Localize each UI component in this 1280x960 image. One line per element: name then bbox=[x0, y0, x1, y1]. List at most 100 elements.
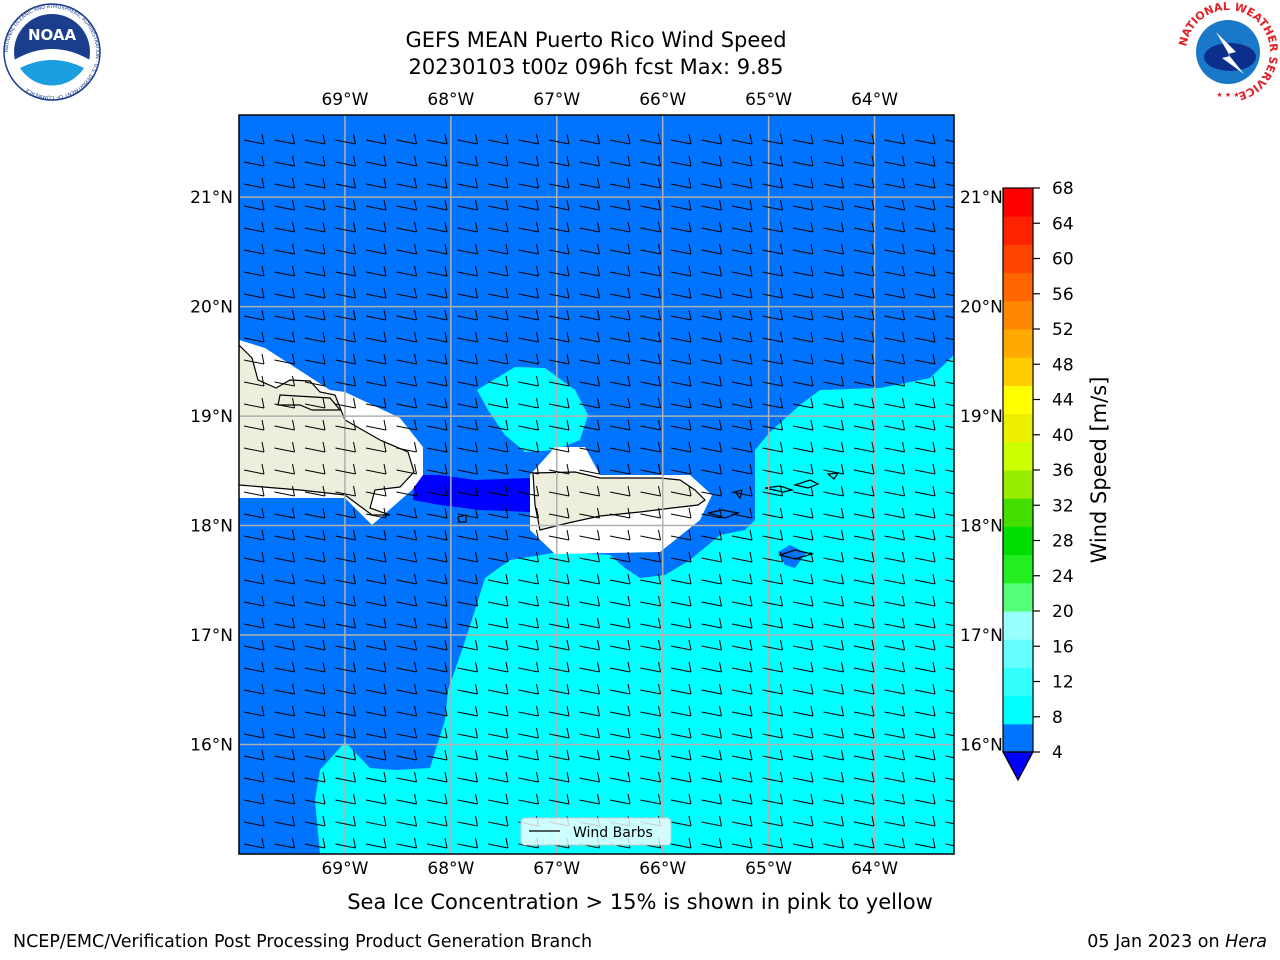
wind-barb bbox=[731, 265, 753, 277]
wind-barb bbox=[762, 727, 783, 739]
wind-barb bbox=[457, 551, 478, 563]
wind-barb bbox=[548, 133, 570, 145]
wind-barb bbox=[304, 551, 326, 563]
wind-barb bbox=[457, 441, 478, 453]
wind-barb bbox=[823, 771, 844, 783]
wind-barb bbox=[853, 353, 875, 365]
wind-barb bbox=[548, 419, 570, 431]
wind-barb bbox=[792, 573, 814, 585]
wind-barb bbox=[304, 397, 326, 409]
colorbar-segment bbox=[1003, 470, 1033, 499]
wind-barb bbox=[853, 573, 875, 585]
wind-barb bbox=[731, 199, 753, 211]
wind-barb bbox=[426, 573, 448, 585]
wind-barb bbox=[487, 243, 509, 255]
wind-barb bbox=[457, 243, 478, 255]
wind-barb bbox=[823, 353, 844, 365]
wind-barb bbox=[731, 353, 753, 365]
wind-barb bbox=[670, 133, 692, 145]
wind-barb bbox=[731, 815, 753, 827]
wind-barb bbox=[365, 177, 387, 189]
wind-barb bbox=[365, 199, 387, 211]
wind-barb bbox=[914, 375, 936, 387]
wind-barb bbox=[243, 705, 265, 717]
wind-barb bbox=[518, 749, 539, 761]
wind-barb bbox=[365, 133, 387, 145]
wind-barb bbox=[670, 353, 692, 365]
wind-barb bbox=[548, 375, 570, 387]
wind-barb bbox=[396, 243, 417, 255]
wind-barb bbox=[365, 331, 387, 343]
wind-barb bbox=[487, 683, 509, 695]
lon-label-top: 64°W bbox=[851, 90, 898, 110]
wind-barb bbox=[914, 463, 936, 475]
wind-barb bbox=[518, 309, 539, 321]
lon-label-bottom: 68°W bbox=[427, 859, 474, 879]
wind-barb bbox=[670, 551, 692, 563]
wind-barb bbox=[945, 535, 954, 539]
wind-barb bbox=[579, 419, 600, 431]
wind-barb bbox=[426, 551, 448, 563]
wind-barb bbox=[518, 221, 539, 233]
chart-subtitle-run: 20230103 t00z 096h fcst Max: 9.85 bbox=[408, 55, 784, 79]
wind-barb bbox=[274, 837, 295, 849]
wind-barb bbox=[457, 155, 478, 167]
wind-barb bbox=[609, 617, 631, 629]
wind-barb bbox=[487, 727, 509, 739]
wind-barb bbox=[914, 441, 936, 453]
wind-barb bbox=[670, 793, 692, 805]
wind-barb bbox=[640, 243, 661, 255]
wind-barb bbox=[518, 551, 539, 563]
wind-barb bbox=[274, 727, 295, 739]
wind-barb bbox=[762, 221, 783, 233]
colorbar-label: Wind Speed [m/s] bbox=[1087, 377, 1111, 564]
wind-barb bbox=[823, 573, 844, 585]
wind-barb bbox=[609, 727, 631, 739]
wind-barb bbox=[731, 309, 753, 321]
wind-barb bbox=[487, 749, 509, 761]
wind-barb bbox=[884, 639, 905, 651]
wind-barb bbox=[243, 375, 265, 387]
wind-barb bbox=[274, 683, 295, 695]
wind-barb bbox=[884, 243, 905, 255]
wind-barb bbox=[426, 595, 448, 607]
longitude-labels-top: 69°W 68°W 67°W 66°W 65°W 64°W bbox=[321, 90, 898, 110]
wind-barb bbox=[457, 485, 478, 497]
wind-barb bbox=[945, 821, 954, 825]
wind-barb bbox=[518, 397, 539, 409]
wind-barb bbox=[670, 331, 692, 343]
lon-label-top: 68°W bbox=[427, 90, 474, 110]
wind-barb bbox=[457, 177, 478, 189]
wind-barb bbox=[548, 221, 570, 233]
wind-barb bbox=[853, 705, 875, 717]
wind-barb bbox=[914, 287, 936, 299]
colorbar-segment bbox=[1003, 441, 1033, 471]
wind-barb bbox=[853, 551, 875, 563]
lon-label-bottom: 65°W bbox=[745, 859, 792, 879]
lon-label-top: 67°W bbox=[533, 90, 580, 110]
wind-barb bbox=[518, 771, 539, 783]
wind-barb bbox=[579, 309, 600, 321]
wind-barb bbox=[487, 529, 509, 541]
wind-barb bbox=[487, 419, 509, 431]
wind-barb bbox=[762, 419, 783, 431]
lat-label-left: 19°N bbox=[190, 407, 233, 427]
wind-barb bbox=[487, 155, 509, 167]
wind-barb bbox=[396, 793, 417, 805]
wind-barb bbox=[487, 485, 509, 497]
wind-barb bbox=[914, 683, 936, 695]
wind-barb bbox=[609, 551, 631, 563]
wind-barb bbox=[487, 661, 509, 673]
wind-barb bbox=[396, 133, 417, 145]
wind-barb bbox=[335, 419, 356, 431]
lat-label-left: 16°N bbox=[190, 736, 233, 756]
wind-barb bbox=[335, 639, 356, 651]
footer-date-text: 05 Jan 2023 on bbox=[1087, 932, 1226, 952]
wind-barb bbox=[945, 249, 954, 253]
wind-barb bbox=[853, 133, 875, 145]
wind-barb bbox=[945, 381, 954, 385]
wind-barb bbox=[457, 221, 478, 233]
wind-barb bbox=[609, 397, 631, 409]
wind-barb bbox=[304, 265, 326, 277]
wind-barb bbox=[640, 397, 661, 409]
